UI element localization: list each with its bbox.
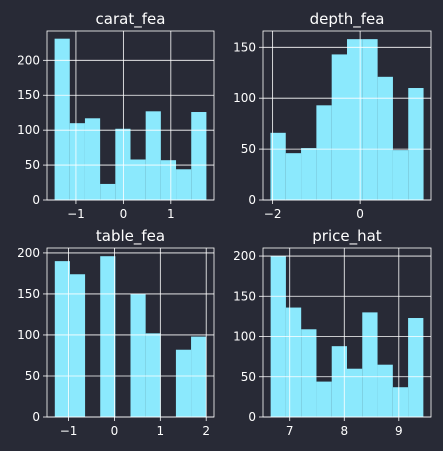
histogram-bar [69, 274, 86, 417]
subplot-3: −1 0 1 2 0 50 100 150 200 table_fea [17, 227, 215, 438]
histogram-bar [316, 105, 332, 200]
histogram-bar [331, 346, 347, 417]
y-tick-label: 150 [233, 289, 256, 303]
subplot-title: depth_fea [310, 10, 385, 29]
y-tick-label: 0 [248, 193, 256, 207]
y-tick-label: 50 [241, 142, 256, 156]
histogram-bar [285, 153, 302, 200]
subplot-1: −1 0 1 0 50 100 150 200 carat_fea [17, 10, 215, 221]
x-tick-label: −1 [60, 424, 78, 438]
histogram-bar [84, 118, 101, 200]
histogram-bar [130, 293, 146, 417]
histogram-bar [362, 39, 378, 200]
histogram-bar [100, 183, 116, 200]
subplot-title: carat_fea [96, 10, 166, 29]
histogram-bar [130, 159, 146, 200]
histogram-bar [347, 368, 363, 417]
x-tick-label: 2 [202, 424, 210, 438]
x-tick-label: 7 [286, 424, 294, 438]
y-tick-label: 0 [248, 410, 256, 424]
histogram-bar [191, 336, 207, 417]
x-tick-label: 0 [120, 207, 128, 221]
x-tick-label: 0 [356, 207, 364, 221]
axes-frame [46, 30, 215, 201]
y-tick-label: 200 [17, 53, 40, 67]
y-tick-label: 0 [32, 193, 40, 207]
histogram-bar [270, 132, 286, 200]
y-tick-label: 50 [25, 369, 40, 383]
histogram-bar [145, 111, 161, 200]
histogram-bar [54, 38, 70, 201]
x-tick-label: 9 [395, 424, 403, 438]
y-tick-label: 150 [233, 40, 256, 54]
axes-frame [262, 247, 432, 418]
subplot-2: −2 0 0 50 100 150 depth_fea [233, 10, 432, 221]
y-tick-label: 0 [32, 410, 40, 424]
histogram-bar [54, 261, 70, 417]
y-tick-label: 100 [17, 328, 40, 342]
histogram-bar [377, 364, 393, 417]
histogram-bar [347, 39, 363, 200]
histogram-bar [191, 112, 207, 200]
y-tick-label: 200 [17, 246, 40, 260]
histogram-bar [175, 349, 192, 417]
histogram-bar [316, 381, 332, 417]
y-tick-label: 50 [25, 158, 40, 172]
x-tick-label: 8 [340, 424, 348, 438]
y-tick-label: 100 [233, 91, 256, 105]
x-tick-label: 1 [157, 424, 165, 438]
histogram-bar [392, 387, 409, 417]
histogram-bar [301, 329, 317, 417]
x-tick-label: 0 [111, 424, 119, 438]
histogram-bar [301, 148, 317, 200]
y-tick-label: 150 [17, 287, 40, 301]
histogram-bar [392, 150, 409, 200]
histogram-bar [145, 333, 161, 417]
histogram-bar [69, 123, 85, 200]
histogram-bar [377, 76, 393, 200]
histogram-bar [408, 318, 424, 417]
histogram-bar [115, 128, 131, 200]
y-tick-label: 100 [233, 330, 256, 344]
y-tick-label: 150 [17, 88, 40, 102]
subplot-title: price_hat [312, 227, 382, 246]
axes-frame [262, 30, 432, 201]
x-tick-label: −1 [67, 207, 85, 221]
histogram-bar [362, 312, 378, 417]
y-tick-label: 200 [233, 249, 256, 263]
histogram-bar [176, 169, 192, 200]
histogram-bar [408, 88, 424, 200]
subplot-title: table_fea [96, 227, 165, 246]
histogram-bar [285, 307, 302, 417]
histogram-bar [160, 160, 177, 200]
x-tick-label: 1 [167, 207, 175, 221]
y-tick-label: 50 [241, 370, 256, 384]
x-tick-label: −2 [264, 207, 282, 221]
histogram-bar [331, 54, 347, 200]
y-tick-label: 100 [17, 123, 40, 137]
axes-frame [46, 247, 215, 418]
histogram-bar [100, 256, 116, 417]
subplot-4: 7 8 9 0 50 100 150 200 price_hat [233, 227, 432, 438]
